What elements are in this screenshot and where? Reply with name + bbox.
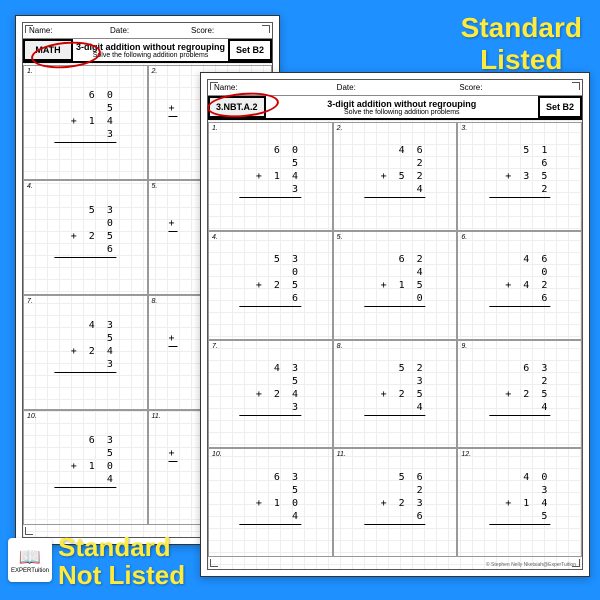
logo: 📖 EXPERTuition (8, 538, 52, 582)
set-box: Set B2 (538, 96, 582, 118)
problem-cell: 9. 6 3 2+ 2 5 4 (457, 340, 582, 449)
header-row: Name: Date: Score: (208, 80, 582, 96)
standard-box-math: MATH (23, 39, 73, 61)
worksheet-front: Name: Date: Score: 3.NBT.A.2 3-digit add… (200, 72, 590, 577)
problem-cell: 3. 5 1 6+ 3 5 2 (457, 122, 582, 231)
problem-cell: 6. 4 6 0+ 4 2 6 (457, 231, 582, 340)
problem-cell: 10. 6 3 5+ 1 0 4 (208, 448, 333, 557)
problem-cell: 1. 6 0 5+ 1 4 3 (208, 122, 333, 231)
problem-cell: 10. 6 3 5+ 1 0 4 (23, 410, 148, 525)
problem-cell: 12. 4 0 3+ 1 4 5 (457, 448, 582, 557)
title-standard-not-listed: StandardNot Listed (58, 533, 185, 590)
title-standard-listed: StandardListed (461, 12, 582, 76)
problem-cell: 8. 5 2 3+ 2 5 4 (333, 340, 458, 449)
problem-cell: 5. 6 2 4+ 1 5 0 (333, 231, 458, 340)
problem-cell: 7. 4 3 5+ 2 4 3 (23, 295, 148, 410)
problem-cell: 2. 4 6 2+ 5 2 4 (333, 122, 458, 231)
standard-box-code: 3.NBT.A.2 (208, 96, 266, 118)
header-row: Name: Date: Score: (23, 23, 272, 39)
problem-cell: 7. 4 3 5+ 2 4 3 (208, 340, 333, 449)
problem-cell: 11. 5 6 2+ 2 3 6 (333, 448, 458, 557)
problem-cell: 4. 5 3 0+ 2 5 6 (208, 231, 333, 340)
problem-cell: 1. 6 0 5+ 1 4 3 (23, 65, 148, 180)
set-box: Set B2 (228, 39, 272, 61)
problem-cell: 4. 5 3 0+ 2 5 6 (23, 180, 148, 295)
